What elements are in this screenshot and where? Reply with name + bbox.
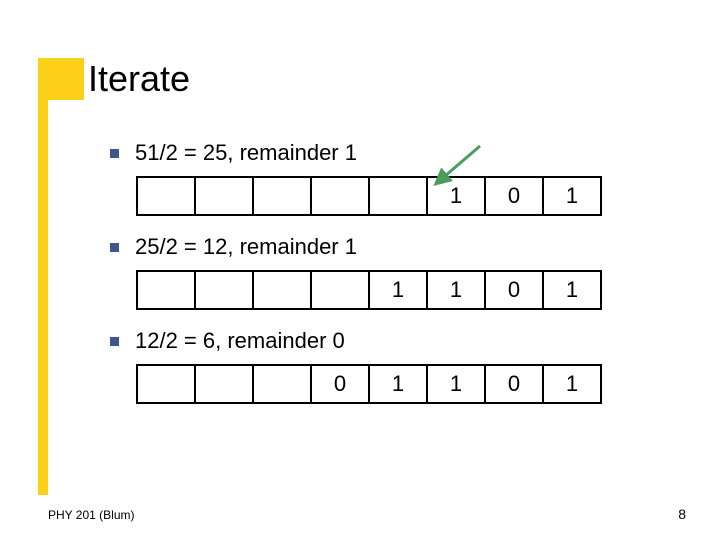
- table-cell: 1: [427, 177, 485, 215]
- table-cell: 1: [369, 365, 427, 403]
- table-cell: 1: [369, 271, 427, 309]
- binary-table-3: 0 1 1 0 1: [136, 364, 602, 404]
- table-cell: 1: [543, 365, 601, 403]
- table-cell: [253, 271, 311, 309]
- footer-page-number: 8: [678, 506, 686, 522]
- table-cell: 1: [427, 365, 485, 403]
- table-row: 0 1 1 0 1: [137, 365, 601, 403]
- accent-block-left: [38, 100, 48, 495]
- table-cell: 0: [485, 177, 543, 215]
- accent-block-top: [38, 58, 84, 100]
- table-cell: [311, 271, 369, 309]
- footer-course: PHY 201 (Blum): [48, 508, 134, 522]
- table-cell: 0: [485, 365, 543, 403]
- table-cell: [195, 177, 253, 215]
- table-cell: [369, 177, 427, 215]
- bullet-item: 12/2 = 6, remainder 0: [110, 328, 670, 354]
- table-cell: 0: [485, 271, 543, 309]
- bullet-text: 51/2 = 25, remainder 1: [135, 140, 357, 166]
- bullet-item: 51/2 = 25, remainder 1: [110, 140, 670, 166]
- bullet-text: 25/2 = 12, remainder 1: [135, 234, 357, 260]
- table-row: 1 0 1: [137, 177, 601, 215]
- bullet-item: 25/2 = 12, remainder 1: [110, 234, 670, 260]
- table-cell: [253, 177, 311, 215]
- table-cell: [137, 271, 195, 309]
- table-cell: [195, 365, 253, 403]
- table-row: 1 1 0 1: [137, 271, 601, 309]
- table-cell: 0: [311, 365, 369, 403]
- bullet-text: 12/2 = 6, remainder 0: [135, 328, 345, 354]
- table-cell: [311, 177, 369, 215]
- table-cell: 1: [543, 271, 601, 309]
- binary-table-2: 1 1 0 1: [136, 270, 602, 310]
- bullet-icon: [110, 243, 119, 252]
- bullet-icon: [110, 149, 119, 158]
- bullet-icon: [110, 337, 119, 346]
- table-cell: [195, 271, 253, 309]
- table-cell: [137, 365, 195, 403]
- page-title: Iterate: [88, 58, 190, 100]
- table-cell: [253, 365, 311, 403]
- table-cell: 1: [543, 177, 601, 215]
- table-cell: [137, 177, 195, 215]
- table-cell: 1: [427, 271, 485, 309]
- binary-table-1: 1 0 1: [136, 176, 602, 216]
- content-area: 51/2 = 25, remainder 1 1 0 1: [110, 140, 670, 422]
